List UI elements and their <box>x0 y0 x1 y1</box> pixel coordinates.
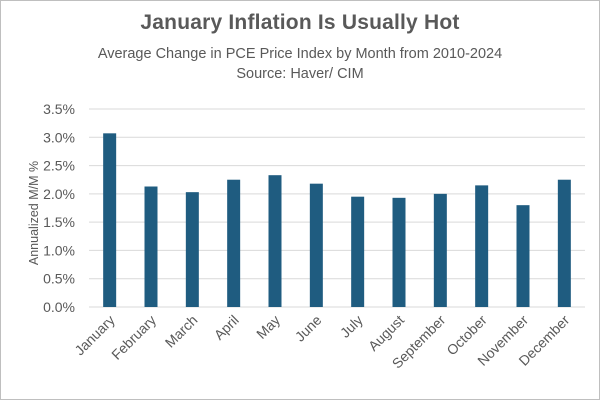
bar-november <box>516 205 530 307</box>
y-tick-label: 1.0% <box>43 242 75 258</box>
chart-title: January Inflation Is Usually Hot <box>140 11 460 34</box>
y-tick-label: 0.5% <box>43 271 75 287</box>
x-tick-label-february: February <box>108 312 159 363</box>
x-tick-label-may: May <box>253 312 283 342</box>
chart-source: Source: Haver/ CIM <box>236 66 364 82</box>
x-tick-label-june: June <box>292 312 325 345</box>
x-tick-label-march: March <box>162 312 201 351</box>
y-tick-label: 0.0% <box>43 299 75 315</box>
bar-september <box>433 193 447 307</box>
bar-june <box>309 183 323 307</box>
bar-may <box>268 175 282 307</box>
bar-july <box>351 196 365 307</box>
x-tick-label-april: April <box>211 312 242 343</box>
y-tick-label: 2.0% <box>43 186 75 202</box>
bar-august <box>392 197 406 307</box>
y-tick-label: 1.5% <box>43 214 75 230</box>
bar-january <box>103 133 117 307</box>
y-axis-title: Annualized M/M % <box>27 161 41 265</box>
bar-december <box>557 179 571 307</box>
bar-april <box>227 179 241 307</box>
bar-february <box>144 186 158 307</box>
x-tick-label-july: July <box>337 312 366 341</box>
y-tick-label: 2.5% <box>43 158 75 174</box>
y-tick-label: 3.5% <box>43 101 75 117</box>
bar-march <box>185 192 199 307</box>
gridlines <box>89 108 585 308</box>
y-tick-label: 3.0% <box>43 129 75 145</box>
bar-october <box>475 185 489 307</box>
bars <box>103 133 571 307</box>
chart-subtitle: Average Change in PCE Price Index by Mon… <box>97 46 503 62</box>
y-axis-ticks: 0.0% 0.5% 1.0% 1.5% 2.0% 2.5% 3.0% 3.5% <box>43 101 75 315</box>
